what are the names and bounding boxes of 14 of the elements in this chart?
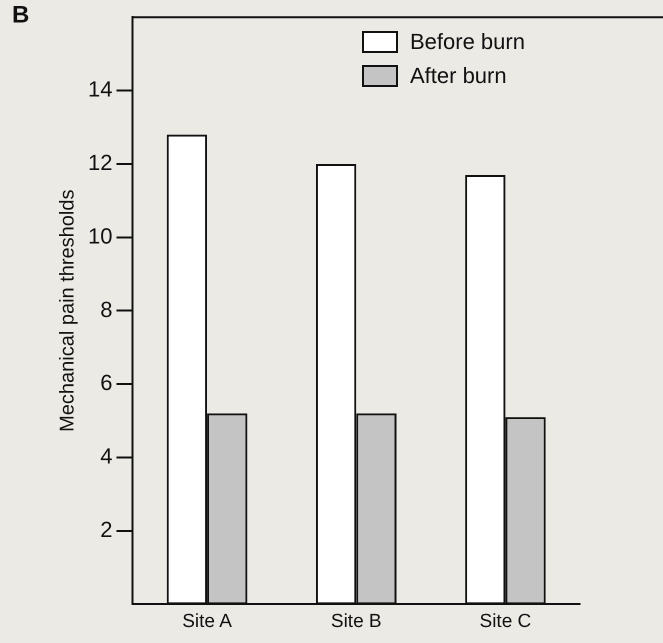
y-tick-label: 4 xyxy=(100,444,112,469)
text: B xyxy=(12,2,30,29)
legend-label: After burn xyxy=(410,62,507,90)
y-tick-label: 12 xyxy=(88,150,112,176)
x-tick-label: Site A xyxy=(182,610,232,632)
y-tick-label: 10 xyxy=(88,223,112,248)
legend-label: Before burn xyxy=(410,28,525,56)
x-tick-label: Site C xyxy=(480,610,532,632)
y-axis-title: Mechanical pain thresholds xyxy=(56,190,79,432)
y-tick-label: 6 xyxy=(100,370,112,396)
y-tick-label: 8 xyxy=(100,296,112,322)
y-tick-label: 2 xyxy=(100,516,112,542)
x-tick-label: Site B xyxy=(330,610,382,632)
y-tick-label: 14 xyxy=(88,76,112,102)
